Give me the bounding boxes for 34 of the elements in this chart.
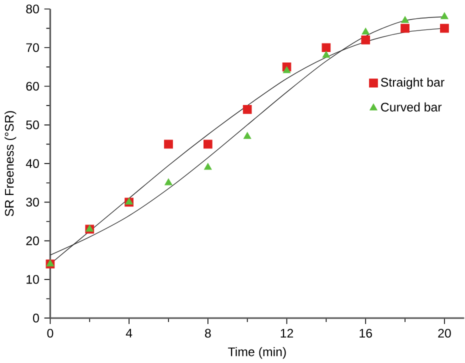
legend-label: Straight bar bbox=[380, 77, 444, 89]
point bbox=[204, 162, 212, 170]
point bbox=[361, 35, 370, 44]
x-tick-label: 8 bbox=[205, 328, 211, 338]
x-tick-label: 20 bbox=[438, 328, 451, 338]
point bbox=[440, 24, 449, 33]
y-tick-label: 60 bbox=[26, 82, 39, 91]
point bbox=[362, 28, 370, 34]
x-tick-label: 0 bbox=[47, 328, 54, 338]
point bbox=[242, 104, 252, 114]
x-tick-label: 16 bbox=[360, 328, 372, 338]
point bbox=[322, 50, 330, 58]
y-tick-label: 50 bbox=[26, 120, 39, 130]
point bbox=[164, 140, 173, 148]
y-tick-label: 20 bbox=[26, 236, 39, 246]
y-tick-label: 10 bbox=[26, 274, 39, 284]
legend-label: Curved bar bbox=[381, 102, 442, 112]
point bbox=[204, 140, 212, 148]
point bbox=[243, 132, 252, 139]
y-tick-label: 80 bbox=[26, 4, 39, 14]
y-tick-label: 30 bbox=[26, 198, 39, 206]
x-axis-title: Time (min) bbox=[228, 346, 286, 359]
y-tick-label: 40 bbox=[26, 158, 39, 168]
y-axis-title: SR Freeness (°SR) bbox=[4, 110, 16, 216]
point bbox=[400, 24, 410, 33]
point bbox=[322, 43, 331, 52]
y-tick-label: 70 bbox=[26, 43, 39, 52]
x-tick-label: 12 bbox=[280, 328, 294, 338]
point bbox=[401, 16, 409, 23]
point bbox=[164, 178, 172, 186]
point bbox=[282, 66, 291, 74]
y-tick-label: 0 bbox=[33, 314, 39, 322]
point bbox=[440, 12, 448, 19]
x-tick-label: 4 bbox=[126, 328, 132, 338]
